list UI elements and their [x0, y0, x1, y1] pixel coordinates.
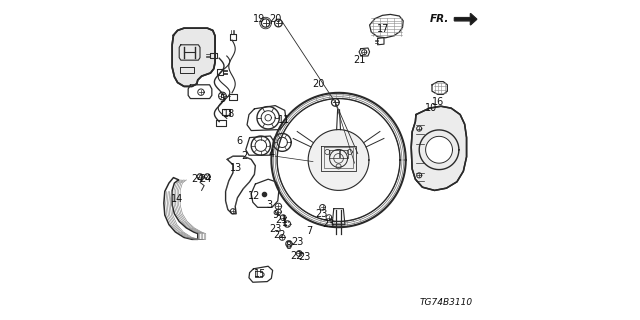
Text: 23: 23	[316, 209, 328, 219]
Text: 13: 13	[230, 163, 243, 173]
Text: 9: 9	[273, 210, 279, 220]
Text: 16: 16	[432, 97, 445, 107]
Text: 7: 7	[307, 226, 313, 236]
Polygon shape	[454, 13, 477, 25]
Polygon shape	[172, 28, 215, 86]
Text: 23: 23	[298, 252, 311, 262]
Text: 4: 4	[268, 149, 275, 159]
Text: 23: 23	[269, 224, 282, 234]
Text: 21: 21	[275, 215, 287, 225]
Text: 2: 2	[241, 151, 247, 161]
Text: TG74B3110: TG74B3110	[419, 298, 472, 307]
Text: 10: 10	[425, 103, 438, 113]
Polygon shape	[426, 136, 452, 163]
Text: 23: 23	[322, 219, 334, 229]
Text: 19: 19	[253, 14, 266, 24]
Text: 24: 24	[200, 174, 212, 184]
Text: 15: 15	[253, 268, 266, 279]
Text: 22: 22	[274, 230, 286, 240]
Text: 3: 3	[266, 200, 273, 211]
Text: 8: 8	[285, 241, 291, 252]
Text: 21: 21	[353, 55, 365, 65]
Text: 12: 12	[248, 191, 260, 201]
Text: 20: 20	[269, 14, 282, 24]
Text: 22: 22	[291, 251, 303, 261]
Text: 23: 23	[291, 236, 303, 247]
Text: 6: 6	[236, 136, 243, 147]
Polygon shape	[412, 106, 467, 190]
Text: 18: 18	[223, 108, 235, 119]
Text: 17: 17	[377, 24, 390, 35]
Text: 11: 11	[278, 115, 291, 125]
Text: FR.: FR.	[430, 14, 450, 24]
Text: 14: 14	[170, 194, 183, 204]
Text: 1: 1	[282, 218, 289, 228]
Text: 20: 20	[312, 79, 324, 89]
Polygon shape	[308, 130, 369, 190]
Text: 24: 24	[191, 174, 204, 184]
Text: 5: 5	[220, 93, 225, 104]
